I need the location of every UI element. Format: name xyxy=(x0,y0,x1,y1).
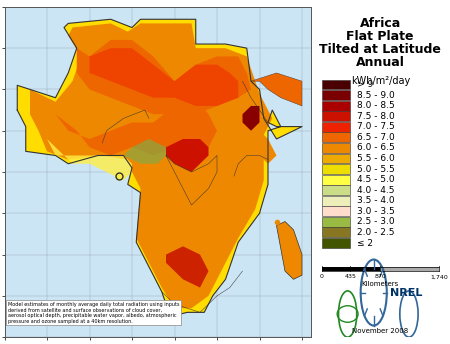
Text: 435: 435 xyxy=(344,275,356,279)
Text: 5.0 - 5.5: 5.0 - 5.5 xyxy=(357,164,395,173)
Text: 2.5 - 3.0: 2.5 - 3.0 xyxy=(357,217,394,226)
Bar xyxy=(321,164,350,174)
Bar xyxy=(321,90,350,100)
Bar xyxy=(321,185,350,195)
Text: Flat Plate: Flat Plate xyxy=(346,30,414,43)
Bar xyxy=(321,206,350,216)
Polygon shape xyxy=(90,48,238,106)
Text: 1,740: 1,740 xyxy=(430,275,448,279)
Bar xyxy=(321,143,350,153)
Polygon shape xyxy=(243,106,260,131)
Text: 4.0 - 4.5: 4.0 - 4.5 xyxy=(357,186,394,195)
Bar xyxy=(321,111,350,121)
Text: November 2008: November 2008 xyxy=(352,328,409,334)
Polygon shape xyxy=(123,139,166,164)
Bar xyxy=(321,227,350,237)
Bar xyxy=(321,175,350,184)
Text: 3.5 - 4.0: 3.5 - 4.0 xyxy=(357,196,394,205)
Text: kWh/m²/day: kWh/m²/day xyxy=(351,76,410,86)
Bar xyxy=(321,132,350,142)
Text: 0: 0 xyxy=(320,275,324,279)
Text: 6.0 - 6.5: 6.0 - 6.5 xyxy=(357,143,395,152)
Text: 4.5 - 5.0: 4.5 - 5.0 xyxy=(357,175,394,184)
Text: 2.0 - 2.5: 2.0 - 2.5 xyxy=(357,228,394,237)
Bar xyxy=(321,267,380,271)
Polygon shape xyxy=(17,19,302,316)
Polygon shape xyxy=(77,40,251,114)
Text: 8.0 - 8.5: 8.0 - 8.5 xyxy=(357,101,395,110)
Polygon shape xyxy=(251,73,302,106)
Text: 7.0 - 7.5: 7.0 - 7.5 xyxy=(357,122,395,131)
Polygon shape xyxy=(47,139,132,180)
Text: 7.5 - 8.0: 7.5 - 8.0 xyxy=(357,112,395,121)
Bar xyxy=(321,101,350,110)
Text: 8.5 - 9.0: 8.5 - 9.0 xyxy=(357,90,395,99)
Polygon shape xyxy=(30,23,272,308)
Text: 870: 870 xyxy=(374,275,386,279)
Text: 6.5 - 7.0: 6.5 - 7.0 xyxy=(357,133,395,142)
Text: ≤ 2: ≤ 2 xyxy=(357,238,373,247)
Bar xyxy=(321,153,350,163)
Polygon shape xyxy=(166,139,208,172)
Text: Tilted at Latitude: Tilted at Latitude xyxy=(320,43,441,56)
Bar xyxy=(321,122,350,132)
Text: 5.5 - 6.0: 5.5 - 6.0 xyxy=(357,154,395,163)
Text: NREL: NREL xyxy=(390,288,423,298)
Text: 3.0 - 3.5: 3.0 - 3.5 xyxy=(357,207,395,216)
Bar xyxy=(321,79,350,89)
Polygon shape xyxy=(55,98,217,155)
Polygon shape xyxy=(251,131,276,164)
Polygon shape xyxy=(276,222,302,279)
Bar xyxy=(321,217,350,227)
Polygon shape xyxy=(166,246,208,288)
Text: > 9: > 9 xyxy=(357,80,373,89)
Text: Model estimates of monthly average daily total radiation using inputs
derived fr: Model estimates of monthly average daily… xyxy=(8,301,179,324)
Text: Kilometers: Kilometers xyxy=(362,281,399,287)
Text: Africa: Africa xyxy=(360,17,401,30)
Bar xyxy=(321,238,350,248)
Bar xyxy=(380,267,439,271)
Bar xyxy=(321,196,350,206)
Text: Annual: Annual xyxy=(356,56,405,69)
